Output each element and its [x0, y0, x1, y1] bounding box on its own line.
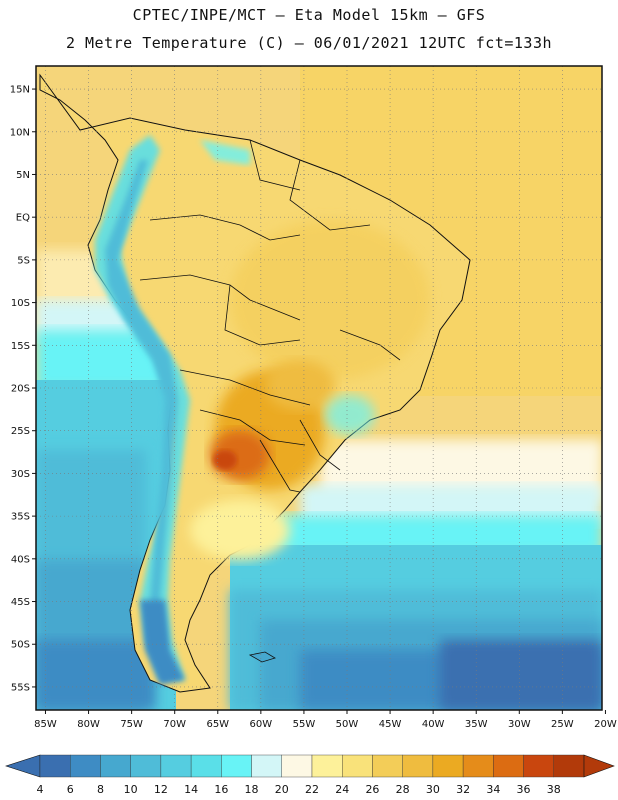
colorbar-swatch: [342, 754, 373, 778]
latitude-label: 15N: [10, 85, 30, 96]
temperature-field: [36, 66, 602, 710]
longitude-label: 35W: [465, 719, 488, 730]
colorbar-label: 24: [335, 783, 349, 796]
longitude-label: 70W: [163, 719, 186, 730]
latitude-label: 20S: [11, 384, 30, 395]
colorbar-swatch: [70, 754, 101, 778]
colorbar-label: 8: [97, 783, 104, 796]
colorbar-swatch: [432, 754, 464, 778]
latitude-label: 10S: [11, 298, 30, 309]
colorbar-swatch: [100, 754, 131, 778]
latitude-axis: 15N 10N 5N EQ 5S 10S 15S 20S 25S 30S 35S 40S 45S 50S 5…: [10, 85, 36, 693]
colorbar-label: 34: [486, 783, 500, 796]
map-title-line-2: 2 Metre Temperature (C) – 06/01/2021 12U…: [65, 34, 553, 52]
latitude-label: 15S: [11, 341, 30, 352]
colorbar-swatch: [462, 754, 494, 778]
longitude-label: 30W: [508, 719, 531, 730]
longitude-label: 45W: [379, 719, 402, 730]
colorbar-label: 38: [547, 783, 561, 796]
colorbar-underflow-arrow: [5, 754, 41, 778]
colorbar-swatch: [130, 754, 162, 778]
colorbar: 4 6 8 10 12 14 16 18 20 22 24 26 28 30 32 34 36 38: [5, 754, 615, 796]
colorbar-label: 4: [37, 783, 44, 796]
colorbar-label: 32: [456, 783, 470, 796]
colorbar-label: 14: [184, 783, 198, 796]
longitude-label: 20W: [594, 719, 617, 730]
colorbar-swatch: [523, 754, 554, 778]
colorbar-swatch: [251, 754, 282, 778]
latitude-label: 55S: [11, 682, 30, 693]
latitude-label: 5N: [16, 170, 30, 181]
latitude-label: EQ: [16, 213, 30, 224]
latitude-label: 10N: [10, 127, 30, 138]
map-title-line-1: CPTEC/INPE/MCT – Eta Model 15km – GFS: [132, 6, 486, 24]
colorbar-label: 10: [124, 783, 138, 796]
colorbar-label: 6: [67, 783, 74, 796]
latitude-label: 5S: [17, 255, 30, 266]
colorbar-label: 18: [245, 783, 259, 796]
latitude-label: 45S: [11, 597, 30, 608]
latitude-label: 40S: [11, 554, 30, 565]
longitude-label: 65W: [206, 719, 229, 730]
colorbar-label: 36: [517, 783, 531, 796]
colorbar-label: 26: [365, 783, 379, 796]
colorbar-label: 30: [426, 783, 440, 796]
colorbar-swatch: [281, 754, 313, 778]
colorbar-overflow-arrow: [583, 754, 615, 778]
longitude-label: 80W: [77, 719, 100, 730]
graticule: [36, 66, 602, 710]
latitude-label: 50S: [11, 640, 30, 651]
colorbar-swatch: [39, 754, 71, 778]
colorbar-swatch: [372, 754, 403, 778]
colorbar-label: 28: [396, 783, 410, 796]
colorbar-swatch: [311, 754, 343, 778]
longitude-label: 85W: [34, 719, 57, 730]
longitude-label: 55W: [293, 719, 316, 730]
colorbar-swatch: [402, 754, 434, 778]
colorbar-label: 20: [275, 783, 289, 796]
latitude-label: 35S: [11, 512, 30, 523]
colorbar-swatch: [493, 754, 524, 778]
latitude-label: 25S: [11, 426, 30, 437]
colorbar-label: 22: [305, 783, 319, 796]
colorbar-swatch: [190, 754, 222, 778]
longitude-axis: 85W 80W 75W 70W 65W 60W 55W 50W 45W 40W 35W 30W 25W 2…: [34, 710, 617, 730]
colorbar-swatch: [221, 754, 252, 778]
colorbar-label: 16: [214, 783, 228, 796]
longitude-label: 60W: [250, 719, 273, 730]
colorbar-label: 12: [154, 783, 168, 796]
longitude-label: 50W: [336, 719, 359, 730]
colorbar-swatch: [553, 754, 585, 778]
longitude-label: 25W: [551, 719, 574, 730]
country-borders: [139, 139, 401, 493]
latitude-label: 30S: [11, 469, 30, 480]
colorbar-swatch: [160, 754, 192, 778]
longitude-label: 40W: [422, 719, 445, 730]
longitude-label: 75W: [120, 719, 143, 730]
